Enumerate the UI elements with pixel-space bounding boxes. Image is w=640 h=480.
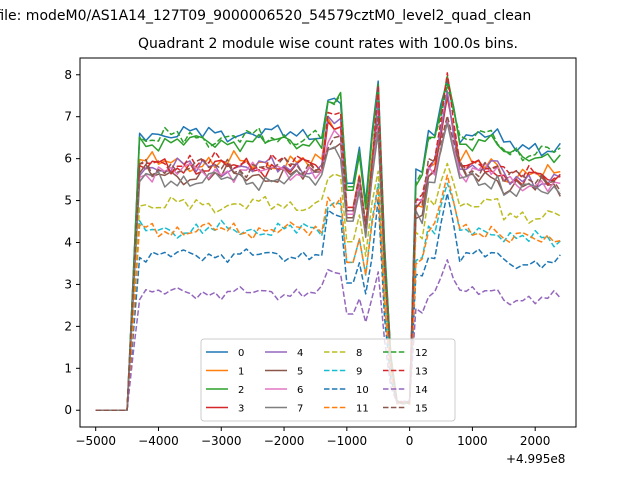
legend-label-8: 8 [356, 348, 362, 359]
series-line-15 [95, 115, 561, 411]
series-line-12 [95, 82, 561, 411]
legend-label-1: 1 [238, 367, 244, 378]
legend-label-4: 4 [297, 348, 303, 359]
legend-label-2: 2 [238, 385, 244, 396]
legend-label-6: 6 [297, 385, 303, 396]
legend-label-12: 12 [415, 348, 428, 359]
x-tick-label: 2000 [520, 434, 551, 448]
series-layer [95, 72, 561, 411]
axes-layer: −5000 −4000 −3000 −2000 −1000 0 1000 2000012345… [64, 68, 550, 448]
y-tick-label: 2 [64, 319, 72, 333]
y-tick-label: 1 [64, 361, 72, 375]
y-tick-label: 0 [64, 403, 72, 417]
legend-label-7: 7 [297, 404, 303, 415]
y-tick-label: 5 [64, 194, 72, 208]
chart-title: Quadrant 2 module wise count rates with … [138, 36, 518, 52]
x-offset-label: +4.995e8 [506, 452, 566, 466]
file-title-text: n file: modeM0/AS1A14_127T09_9000006520_… [0, 8, 532, 24]
x-tick-label: −5000 [75, 434, 116, 448]
series-line-14 [95, 259, 561, 411]
y-tick-label: 4 [64, 236, 72, 250]
x-tick-label: 1000 [457, 434, 488, 448]
x-tick-label: −2000 [264, 434, 305, 448]
legend-label-15: 15 [415, 404, 428, 415]
x-tick-label: −1000 [327, 434, 368, 448]
file-title: n file: modeM0/AS1A14_127T09_9000006520_… [0, 8, 640, 30]
series-line-0 [95, 80, 561, 411]
legend-label-10: 10 [356, 385, 369, 396]
x-tick-label: −3000 [201, 434, 242, 448]
legend-label-11: 11 [356, 404, 369, 415]
y-tick-label: 8 [64, 68, 72, 82]
legend-label-9: 9 [356, 367, 362, 378]
legend-label-14: 14 [415, 385, 428, 396]
x-tick-label: −4000 [138, 434, 179, 448]
series-line-11 [95, 174, 561, 411]
legend-box [200, 338, 456, 422]
x-tick-label: 0 [406, 434, 414, 448]
legend-label-13: 13 [415, 367, 428, 378]
series-line-13 [95, 72, 561, 411]
legend-label-3: 3 [238, 404, 244, 415]
legend-label-0: 0 [238, 348, 244, 359]
y-tick-label: 6 [64, 152, 72, 166]
legend-label-5: 5 [297, 367, 303, 378]
series-line-8 [95, 162, 561, 411]
y-tick-label: 3 [64, 277, 72, 291]
y-tick-label: 7 [64, 110, 72, 124]
